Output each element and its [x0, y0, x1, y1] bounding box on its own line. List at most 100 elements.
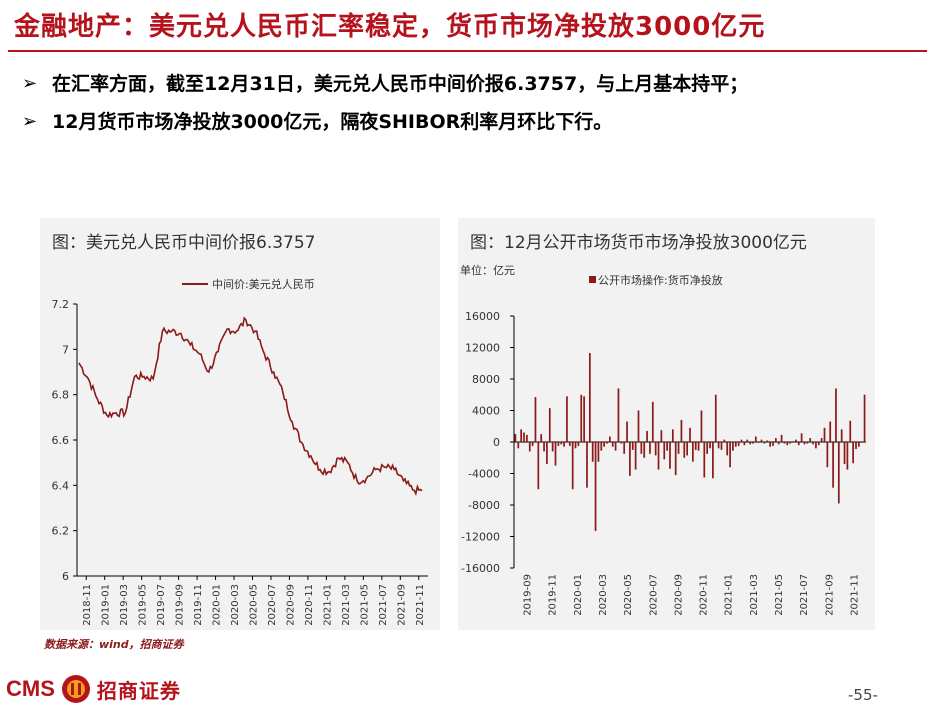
bar	[840, 429, 843, 442]
x-tick-label: 2020-07	[267, 584, 278, 626]
bar	[660, 430, 663, 442]
y-tick-label: 6.4	[52, 479, 70, 492]
bar	[649, 442, 651, 454]
bar	[671, 429, 674, 442]
bar	[537, 442, 540, 490]
bar	[737, 442, 740, 446]
bar	[835, 388, 837, 442]
bar	[857, 442, 860, 447]
x-tick-label: 2020-07	[648, 574, 659, 616]
y-tick-label: 0	[493, 436, 500, 449]
bar	[580, 394, 583, 442]
x-tick-label: 2019-03	[119, 584, 130, 626]
chart-title: 图：美元兑人民币中间价报6.3757	[52, 233, 316, 253]
x-tick-label: 2019-11	[548, 574, 559, 616]
bar	[574, 442, 577, 449]
bar	[777, 442, 780, 445]
bar	[723, 439, 726, 442]
bar	[855, 442, 857, 450]
bar	[786, 442, 789, 446]
logo-emblem-icon	[61, 675, 90, 703]
bar	[609, 436, 611, 442]
y-tick-label: -12000	[461, 531, 500, 544]
bar	[543, 442, 545, 452]
bar	[720, 442, 723, 450]
x-tick-label: 2019-09	[523, 574, 534, 616]
arrow-bullet-icon: ➢	[22, 73, 38, 94]
bullet-text: 在汇率方面，截至12月31日，美元兑人民币中间价报6.3757，与上月基本持平；	[52, 73, 749, 95]
bar	[852, 442, 854, 464]
bar	[717, 442, 720, 449]
bullet-item: ➢ 在汇率方面，截至12月31日，美元兑人民币中间价报6.3757，与上月基本持…	[22, 70, 852, 98]
bar	[680, 419, 683, 442]
x-tick-label: 2021-09	[824, 574, 835, 616]
x-tick-label: 2020-05	[623, 574, 634, 616]
chart-title: 图：12月公开市场货币市场净投放3000亿元	[470, 233, 807, 253]
bar	[849, 420, 852, 442]
bar	[646, 430, 648, 442]
bar	[780, 434, 783, 442]
bar	[657, 442, 660, 470]
bar	[694, 442, 697, 450]
bar	[594, 442, 597, 531]
bar	[703, 442, 706, 478]
x-tick-label: 2021-09	[396, 584, 407, 626]
bar	[837, 442, 840, 504]
bar	[620, 442, 623, 444]
bar	[692, 442, 694, 462]
bar	[752, 442, 754, 444]
bar	[554, 442, 557, 466]
bar	[766, 440, 769, 442]
x-tick-label: 2021-03	[341, 584, 352, 626]
bar	[817, 442, 820, 446]
bar	[606, 442, 608, 444]
bar	[860, 442, 863, 443]
bar	[700, 410, 703, 442]
x-tick-label: 2019-07	[156, 584, 167, 626]
bar	[732, 442, 734, 451]
bar	[588, 353, 591, 442]
title-underline	[8, 50, 927, 52]
bar	[712, 442, 714, 479]
x-tick-label: 2021-03	[749, 574, 760, 616]
bar	[772, 442, 774, 446]
x-tick-label: 2018-11	[82, 584, 93, 626]
x-tick-label: 2020-11	[304, 584, 315, 626]
bar	[709, 442, 711, 449]
bullet-text: 12月货币市场净投放3000亿元，隔夜SHIBOR利率月环比下行。	[52, 111, 613, 133]
x-tick-label: 2021-01	[322, 584, 333, 626]
bar	[640, 442, 643, 454]
bar	[820, 438, 823, 442]
bar	[795, 439, 797, 442]
bar	[603, 442, 606, 447]
bar	[557, 442, 560, 446]
bar	[551, 442, 554, 452]
exchange-rate-chart-panel: 中间价:美元兑人民币 7.2 7 6.8 6.6 6.4 6.2 6 2018-11 2019-0…	[40, 218, 440, 630]
bar	[686, 442, 688, 456]
bar	[546, 442, 548, 465]
bar	[614, 442, 617, 451]
bullet-item: ➢ 12月货币市场净投放3000亿元，隔夜SHIBOR利率月环比下行。	[22, 108, 852, 136]
arrow-bullet-icon: ➢	[22, 111, 38, 132]
x-tick-label: 2019-05	[138, 584, 149, 626]
bar	[583, 396, 585, 442]
logo-cn-text: 招商证券	[96, 678, 181, 703]
bar	[560, 442, 563, 445]
bar	[829, 421, 832, 442]
bar	[631, 442, 634, 450]
bar	[523, 432, 525, 442]
bar	[815, 442, 817, 449]
unit-label: 单位：亿元	[460, 263, 515, 277]
bar	[789, 442, 792, 444]
bar	[563, 442, 565, 447]
x-tick-label: 2020-03	[230, 584, 241, 626]
bar	[763, 442, 766, 444]
legend-label: 公开市场操作:货币净投放	[598, 273, 723, 287]
bar	[743, 442, 746, 446]
x-tick-label: 2021-11	[849, 574, 860, 616]
y-tick-label: -4000	[468, 468, 500, 481]
bar	[528, 442, 531, 452]
bar	[792, 441, 794, 442]
bar	[800, 433, 803, 442]
x-tick-label: 2020-03	[598, 574, 609, 616]
